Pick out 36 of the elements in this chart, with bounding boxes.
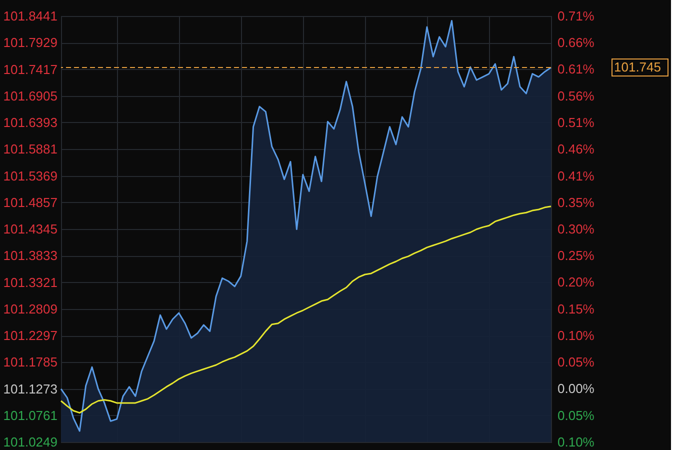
y2-tick-label: 0.00% [558,381,595,396]
ref-line-label: 101.745 [614,60,661,75]
y2-tick-label: 0.66% [558,35,595,50]
y2-tick-label: 0.30% [558,221,595,236]
y2-tick-label: 0.15% [558,301,595,316]
y-tick-label: 101.0249 [3,434,58,450]
y2-tick-label: 0.35% [558,194,595,210]
y2-tick-label: 0.61% [558,62,595,77]
y-tick-label: 101.1785 [3,354,58,370]
y2-tick-label: 0.41% [558,168,595,184]
y2-tick-label: 0.46% [558,142,595,157]
y2-tick-label: 0.05% [558,354,595,370]
y-tick-label: 101.4857 [3,194,58,210]
y-tick-label: 101.4345 [3,222,58,236]
y-tick-label: 101.2297 [3,328,58,343]
y-tick-label: 101.1273 [3,381,58,396]
y-tick-label: 101.6393 [3,115,58,130]
y-tick-label: 101.2809 [3,301,58,316]
y2-tick-label: 0.71% [558,8,595,24]
y2-tick-label: 0.56% [558,88,595,104]
y-tick-label: 101.5881 [3,142,58,157]
y2-tick-label: 0.25% [558,248,595,264]
y2-tick-label: 0.10% [558,434,595,450]
y2-tick-label: 0.05% [558,408,595,423]
y2-tick-label: 0.10% [558,328,595,343]
y-tick-label: 101.3321 [3,274,58,290]
y-tick-label: 101.3833 [3,248,58,264]
y2-tick-label: 0.20% [558,274,595,290]
y2-tick-label: 0.51% [558,114,595,130]
y-tick-label: 101.7417 [3,62,58,77]
y-tick-label: 101.8441 [3,8,58,24]
y-tick-label: 101.6905 [3,88,58,104]
y-tick-label: 101.0761 [3,408,58,423]
line-series [60,206,552,414]
y-tick-label: 101.7929 [3,35,58,50]
y-tick-label: 101.5369 [3,168,58,184]
